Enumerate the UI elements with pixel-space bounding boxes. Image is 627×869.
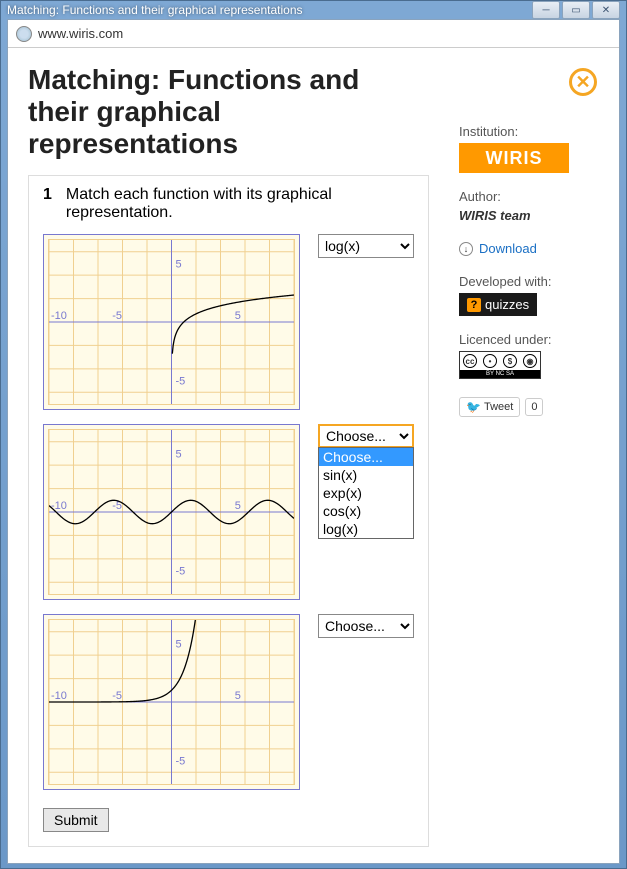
quizzes-badge[interactable]: ?quizzes [459, 293, 537, 316]
url-text: www.wiris.com [38, 26, 123, 41]
svg-text:5: 5 [176, 448, 182, 460]
dropdown-option[interactable]: sin(x) [319, 466, 413, 484]
svg-text:-5: -5 [112, 310, 122, 322]
graph-3: -10-5510-55 [43, 614, 300, 790]
answer-select-1[interactable]: log(x) [318, 234, 414, 258]
question-text: Match each function with its graphical r… [66, 186, 414, 222]
svg-text:5: 5 [176, 638, 182, 650]
window-title: Matching: Functions and their graphical … [7, 3, 532, 17]
svg-text:-5: -5 [176, 375, 186, 387]
titlebar: Matching: Functions and their graphical … [1, 1, 626, 19]
svg-text:5: 5 [176, 258, 182, 270]
tweet-button[interactable]: 🐦Tweet [459, 397, 520, 417]
svg-text:-5: -5 [176, 755, 186, 767]
svg-text:-5: -5 [176, 565, 186, 577]
minimize-button[interactable]: ─ [532, 1, 560, 19]
svg-text:-10: -10 [51, 310, 67, 322]
answer-select-3[interactable]: Choose... [318, 614, 414, 638]
institution-label: Institution: [459, 124, 599, 139]
graph-2: -10-5510-55 [43, 424, 300, 600]
svg-text:-10: -10 [51, 690, 67, 702]
developed-label: Developed with: [459, 274, 599, 289]
dropdown-list: Choose... sin(x) exp(x) cos(x) log(x) [318, 447, 414, 539]
download-link[interactable]: Download [479, 241, 537, 256]
svg-text:5: 5 [235, 310, 241, 322]
window-frame: Matching: Functions and their graphical … [0, 0, 627, 869]
page-title: Matching: Functions and their graphical … [28, 64, 429, 161]
svg-text:5: 5 [235, 690, 241, 702]
tweet-count: 0 [525, 398, 543, 416]
author-label: Author: [459, 189, 599, 204]
url-bar[interactable]: www.wiris.com [8, 20, 619, 48]
question-number: 1 [43, 186, 52, 222]
answer-select-2[interactable]: Choose... [318, 424, 414, 448]
wiris-logo: WIRIS [459, 143, 569, 173]
submit-button[interactable]: Submit [43, 808, 109, 832]
close-icon[interactable]: ✕ [569, 68, 597, 96]
dropdown-option[interactable]: exp(x) [319, 484, 413, 502]
author-name: WIRIS team [459, 208, 599, 223]
globe-icon [16, 26, 32, 42]
maximize-button[interactable]: ▭ [562, 1, 590, 19]
svg-text:5: 5 [235, 500, 241, 512]
graph-1: -10-5510-55 [43, 234, 300, 410]
twitter-icon: 🐦 [466, 400, 481, 414]
dropdown-option[interactable]: cos(x) [319, 502, 413, 520]
dropdown-option[interactable]: Choose... [319, 448, 413, 466]
download-icon: ↓ [459, 242, 473, 256]
license-label: Licenced under: [459, 332, 599, 347]
close-button[interactable]: ✕ [592, 1, 620, 19]
cc-badge[interactable]: cc•$◉ BY NC SA [459, 351, 541, 379]
svg-text:-5: -5 [112, 690, 122, 702]
dropdown-option[interactable]: log(x) [319, 520, 413, 538]
